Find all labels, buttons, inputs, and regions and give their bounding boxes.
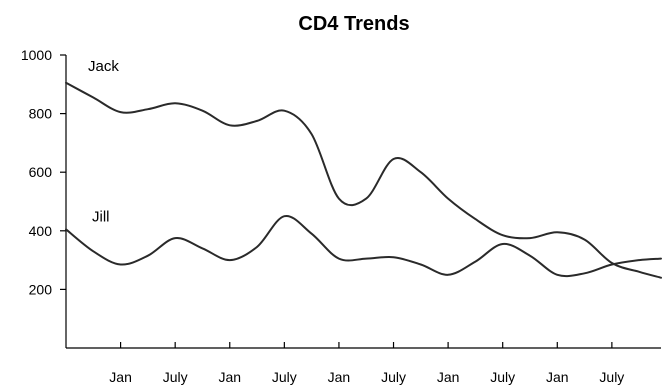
y-tick-label: 400: [29, 223, 53, 239]
x-tick-label: July: [599, 369, 624, 385]
x-tick-label: Jan: [328, 369, 351, 385]
x-tick-label: July: [272, 369, 297, 385]
y-tick-label: 800: [29, 106, 53, 122]
x-tick-label: Jan: [546, 369, 569, 385]
series-line-jack: [65, 81, 662, 279]
series-label-jill: Jill: [92, 208, 110, 225]
x-tick-label: Jan: [109, 369, 132, 385]
y-tick-label: 200: [29, 281, 53, 297]
y-axis-ticks: 200 400 600 800 1000: [21, 47, 66, 297]
x-tick-label: Jan: [437, 369, 460, 385]
y-tick-label: 600: [29, 164, 53, 180]
x-tick-label: Jan: [218, 369, 241, 385]
x-tick-label: July: [490, 369, 515, 385]
chart-title: CD4 Trends: [298, 13, 409, 35]
axes: [65, 55, 661, 349]
x-axis-ticks: Jan July Jan July Jan July Jan July Jan July: [109, 342, 624, 385]
x-tick-label: July: [163, 369, 188, 385]
x-tick-label: July: [381, 369, 406, 385]
series-label-jack: Jack: [88, 58, 119, 75]
series-group: Jack Jill: [65, 58, 662, 279]
y-tick-label: 1000: [21, 47, 52, 63]
series-line-jill: [65, 215, 662, 278]
